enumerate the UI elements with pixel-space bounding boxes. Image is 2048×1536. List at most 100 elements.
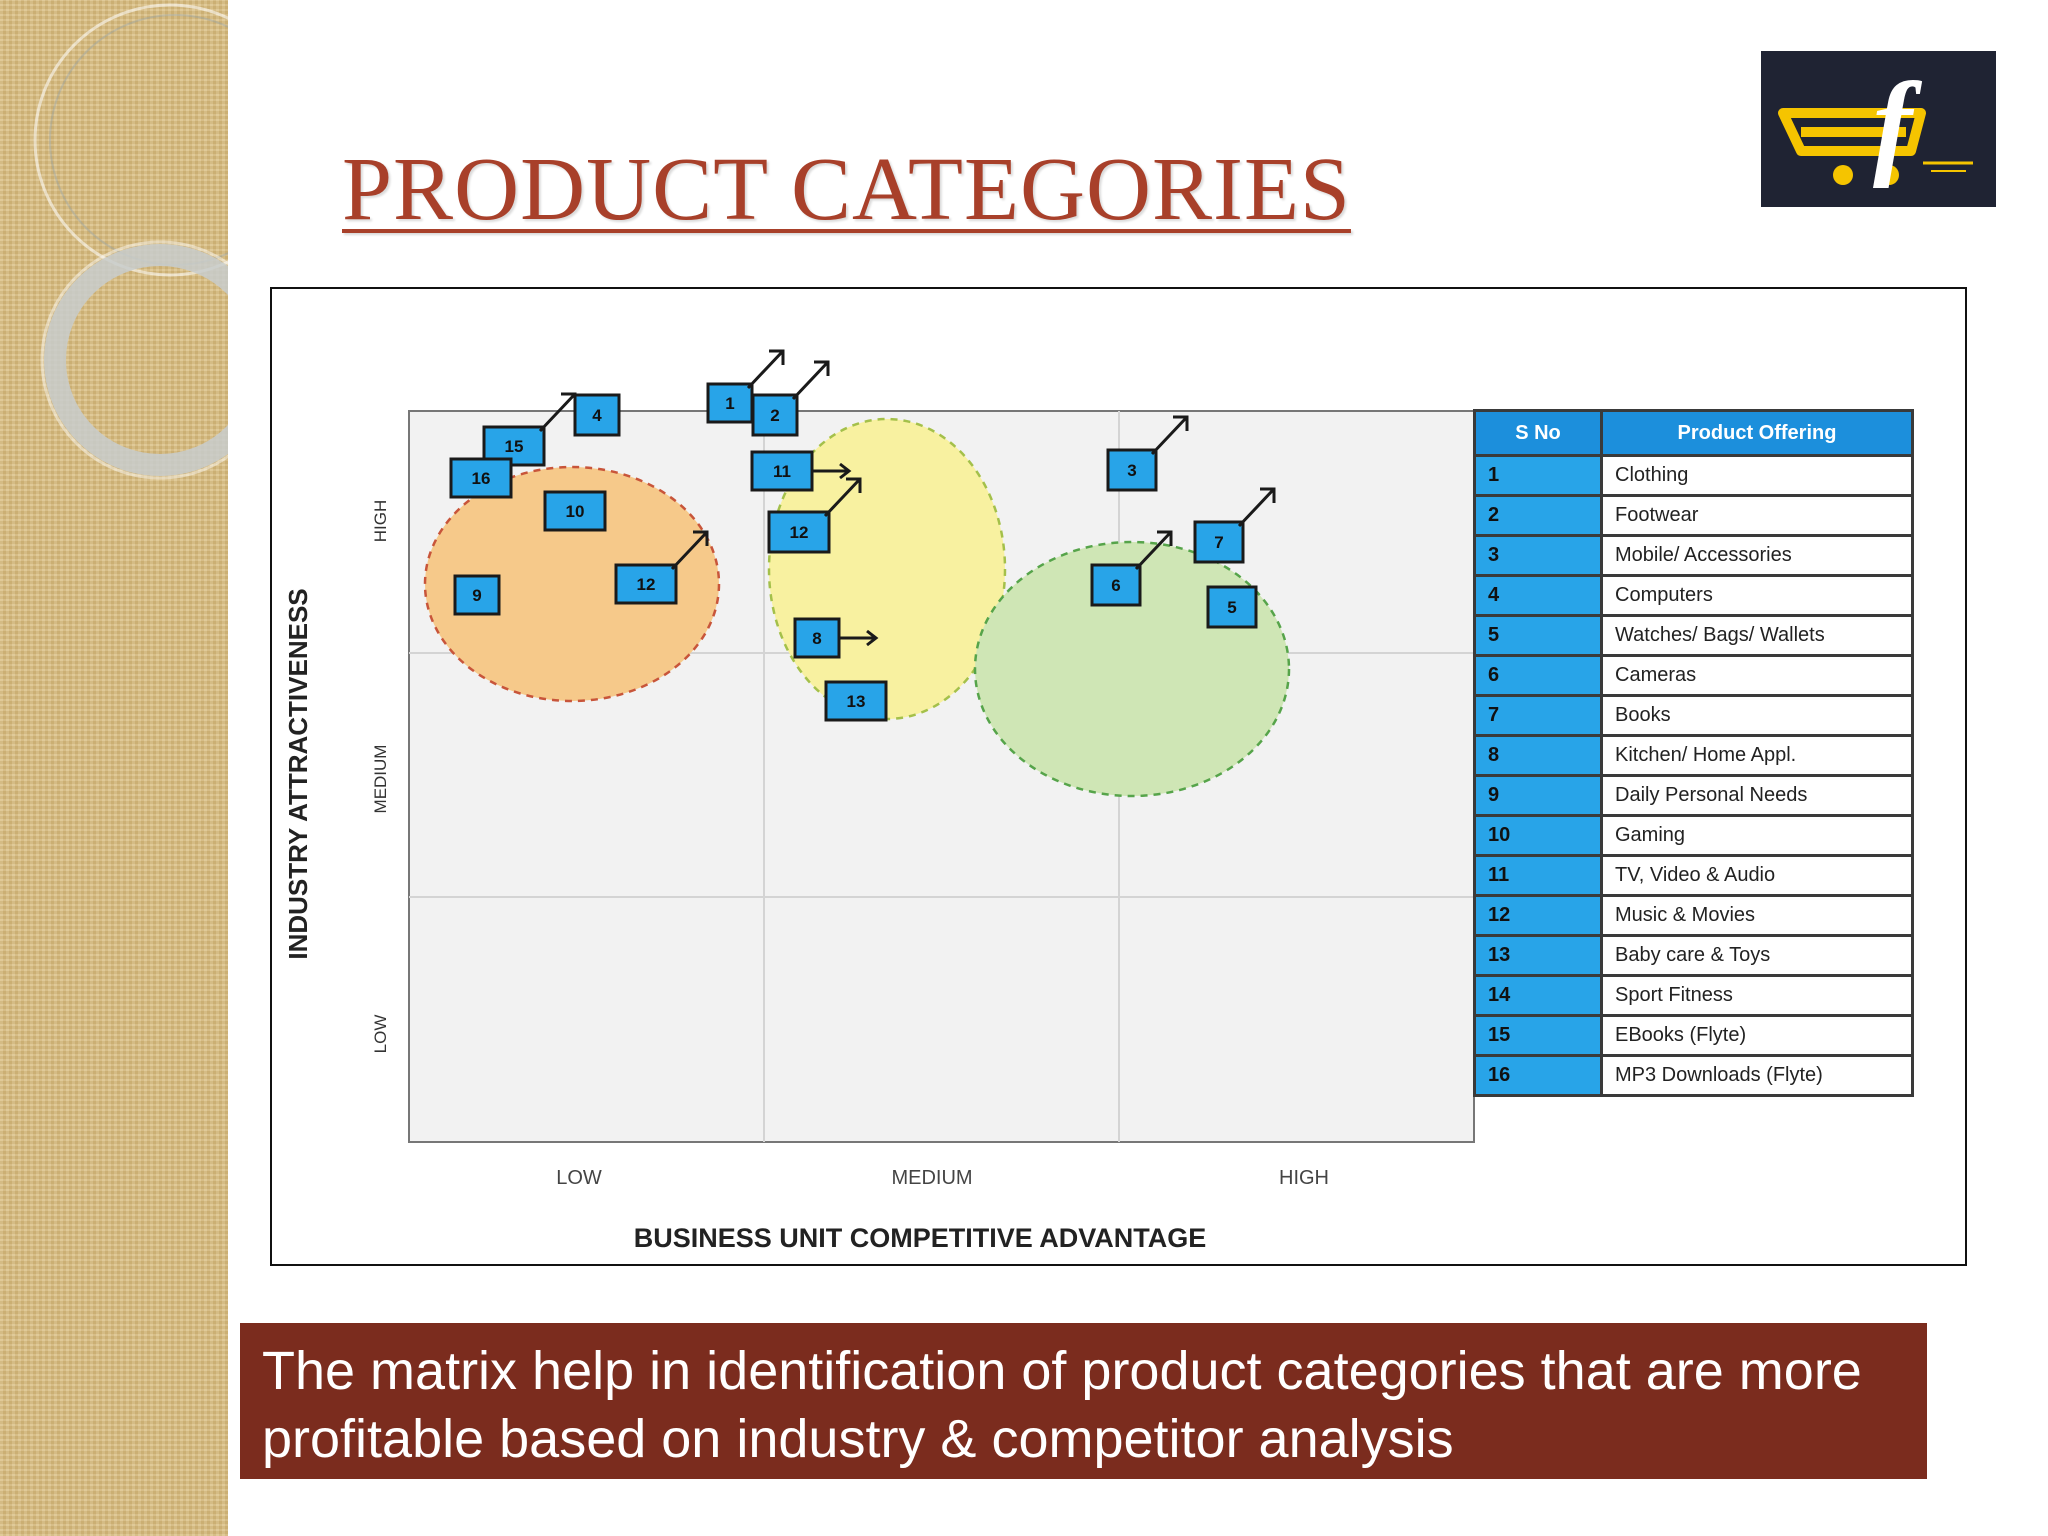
product-marker-10: 10 <box>543 490 607 532</box>
trend-arrow <box>670 530 709 571</box>
table-row: 14 Sport Fitness <box>1473 974 1914 1017</box>
row-product-name: Kitchen/ Home Appl. <box>1600 734 1914 777</box>
product-marker-4: 4 <box>573 393 621 437</box>
row-sno: 9 <box>1473 774 1603 817</box>
trend-arrow <box>1237 487 1276 528</box>
marker-box <box>449 457 513 499</box>
marker-box <box>767 510 831 554</box>
table-row: 16 MP3 Downloads (Flyte) <box>1473 1054 1914 1097</box>
y-level-high: HIGH <box>371 500 390 543</box>
marker-label: 7 <box>1214 533 1223 552</box>
trend-arrow <box>791 360 830 401</box>
trend-arrow <box>823 477 862 518</box>
marker-label: 16 <box>472 469 491 488</box>
table-row: 6 Cameras <box>1473 654 1914 697</box>
marker-label: 12 <box>637 575 656 594</box>
trend-arrow <box>1134 530 1173 571</box>
row-sno: 13 <box>1473 934 1603 977</box>
row-product-name: Computers <box>1600 574 1914 617</box>
marker-box <box>573 393 621 437</box>
y-level-medium: MEDIUM <box>371 745 390 814</box>
table-row: 5 Watches/ Bags/ Wallets <box>1473 614 1914 657</box>
decorative-sidebar <box>0 0 228 1536</box>
product-marker-5: 5 <box>1206 585 1258 629</box>
x-level-high: HIGH <box>1279 1167 1329 1189</box>
table-row: 13 Baby care & Toys <box>1473 934 1914 977</box>
row-sno: 3 <box>1473 534 1603 577</box>
trend-arrow <box>746 349 785 390</box>
table-row: 1 Clothing <box>1473 454 1914 497</box>
row-product-name: TV, Video & Audio <box>1600 854 1914 897</box>
row-sno: 2 <box>1473 494 1603 537</box>
marker-box <box>614 563 678 605</box>
row-product-name: Baby care & Toys <box>1600 934 1914 977</box>
table-row: 2 Footwear <box>1473 494 1914 537</box>
row-sno: 12 <box>1473 894 1603 937</box>
matrix-diagram: 4 15 16 10 1 2 11 12 3 7 6 5 9 12 8 13 INDUSTRY ATTRACT… <box>270 287 1967 1266</box>
marker-box <box>1193 520 1245 564</box>
marker-box <box>824 680 888 722</box>
marker-label: 2 <box>770 406 779 425</box>
product-marker-3: 3 <box>1106 415 1189 492</box>
product-marker-6: 6 <box>1090 530 1173 607</box>
marker-label: 1 <box>725 394 734 413</box>
row-product-name: Gaming <box>1600 814 1914 857</box>
table-row: 15 EBooks (Flyte) <box>1473 1014 1914 1057</box>
marker-box <box>1090 563 1142 607</box>
row-product-name: Watches/ Bags/ Wallets <box>1600 614 1914 657</box>
product-marker-12: 12 <box>614 530 709 605</box>
table-row: 8 Kitchen/ Home Appl. <box>1473 734 1914 777</box>
table-row: 10 Gaming <box>1473 814 1914 857</box>
marker-box <box>453 574 501 616</box>
marker-label: 5 <box>1227 598 1236 617</box>
marker-box <box>1206 585 1258 629</box>
product-legend-table: S No Product Offering 1 Clothing 2 Footwear… <box>1473 409 1914 1097</box>
row-product-name: EBooks (Flyte) <box>1600 1014 1914 1057</box>
row-product-name: Clothing <box>1600 454 1914 497</box>
legend-header-row: S No Product Offering <box>1473 409 1914 457</box>
shopping-cart-icon <box>1778 108 1973 185</box>
trend-arrow <box>538 392 577 433</box>
marker-label: 6 <box>1111 576 1120 595</box>
table-row: 7 Books <box>1473 694 1914 737</box>
marker-label: 9 <box>472 586 481 605</box>
page-title: PRODUCT CATEGORIES <box>342 140 1351 239</box>
marker-label: 11 <box>773 462 791 481</box>
row-sno: 8 <box>1473 734 1603 777</box>
table-row: 11 TV, Video & Audio <box>1473 854 1914 897</box>
table-row: 3 Mobile/ Accessories <box>1473 534 1914 577</box>
x-level-low: LOW <box>556 1167 602 1189</box>
product-marker-9: 9 <box>453 574 501 616</box>
row-product-name: Music & Movies <box>1600 894 1914 937</box>
table-row: 12 Music & Movies <box>1473 894 1914 937</box>
caption-box: The matrix help in identification of pro… <box>240 1323 1927 1479</box>
row-sno: 4 <box>1473 574 1603 617</box>
x-axis-title: BUSINESS UNIT COMPETITIVE ADVANTAGE <box>634 1223 1207 1253</box>
marker-box <box>1106 448 1158 492</box>
y-axis-title: INDUSTRY ATTRACTIVENESS <box>283 588 313 959</box>
row-sno: 10 <box>1473 814 1603 857</box>
table-row: 4 Computers <box>1473 574 1914 617</box>
trend-arrow <box>812 462 852 480</box>
row-sno: 16 <box>1473 1054 1603 1097</box>
product-marker-2: 2 <box>751 360 830 437</box>
row-product-name: Footwear <box>1600 494 1914 537</box>
marker-box <box>751 393 799 437</box>
marker-label: 15 <box>505 437 524 456</box>
marker-box <box>793 617 841 659</box>
product-marker-11: 11 <box>750 450 852 492</box>
row-sno: 14 <box>1473 974 1603 1017</box>
row-product-name: Cameras <box>1600 654 1914 697</box>
cluster-orange <box>423 465 721 703</box>
marker-label: 12 <box>790 523 809 542</box>
product-marker-8: 8 <box>793 617 879 659</box>
row-sno: 5 <box>1473 614 1603 657</box>
x-level-medium: MEDIUM <box>891 1167 972 1189</box>
row-product-name: Mobile/ Accessories <box>1600 534 1914 577</box>
row-sno: 15 <box>1473 1014 1603 1057</box>
product-marker-16: 16 <box>449 457 513 499</box>
table-row: 9 Daily Personal Needs <box>1473 774 1914 817</box>
marker-label: 8 <box>812 629 821 648</box>
row-product-name: Daily Personal Needs <box>1600 774 1914 817</box>
